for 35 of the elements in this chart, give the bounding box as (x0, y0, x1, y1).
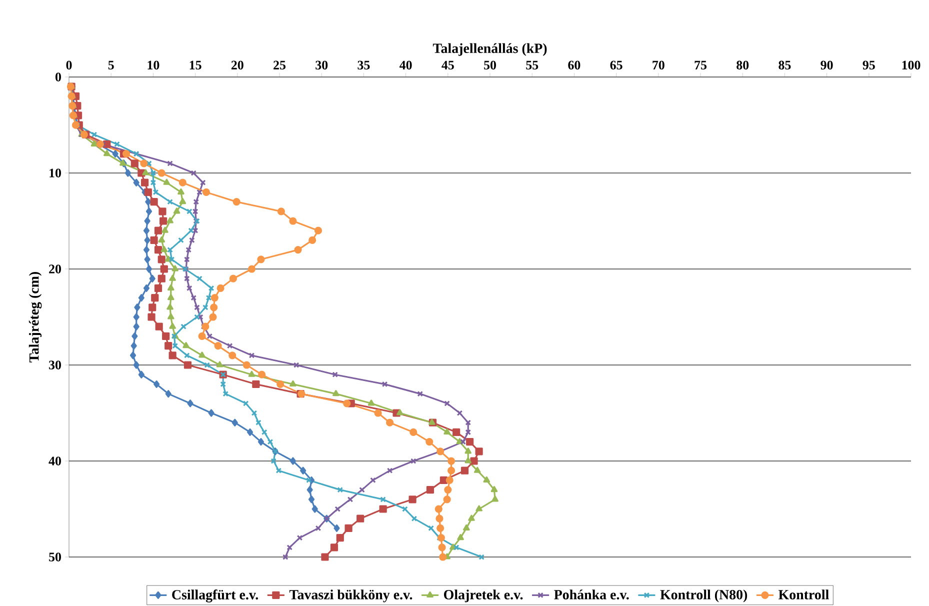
x-tick-label: 25 (274, 60, 286, 70)
x-tick-label: 35 (358, 60, 370, 70)
y-tick-label: 30 (49, 360, 61, 370)
x-tick-label: 70 (652, 60, 664, 70)
x-tick-label: 60 (568, 60, 580, 70)
legend-label: Csillagfürt e.v. (172, 589, 258, 602)
y-tick-label: 0 (56, 72, 61, 82)
x-tick-label: 10 (148, 60, 160, 70)
x-tick-label: 20 (231, 60, 244, 70)
x-tick-label: 85 (778, 60, 791, 70)
x-tick-label: 30 (316, 60, 328, 70)
x-tick-label: 65 (610, 60, 622, 70)
x-tick-label: 40 (400, 60, 412, 70)
y-tick-label: 50 (49, 552, 61, 562)
x-tick-label: 0 (66, 60, 72, 70)
legend-label: Kontroll (778, 590, 829, 600)
y-axis-title: Talajréteg (cm) (28, 272, 42, 362)
y-tick-label: 20 (49, 264, 61, 274)
x-tick-label: 80 (736, 60, 749, 70)
legend-label: Olajretek e.v. (444, 590, 523, 602)
x-tick-label: 5 (108, 60, 114, 70)
y-tick-label: 40 (48, 456, 61, 466)
x-tick-label: 55 (526, 60, 538, 70)
x-tick-label: 90 (820, 60, 833, 70)
x-tick-label: 50 (484, 60, 496, 70)
x-tick-label: 100 (902, 60, 920, 70)
x-tick-label: 45 (442, 60, 454, 70)
x-tick-label: 15 (190, 60, 202, 70)
legend-label: Pohánka e.v. (554, 590, 629, 600)
legend-label: Kontroll (N80) (660, 590, 748, 602)
x-tick-label: 75 (694, 60, 707, 70)
x-tick-label: 95 (862, 60, 875, 70)
x-axis-title: Talajellenállás (kP) (432, 43, 547, 56)
y-tick-label: 10 (50, 168, 61, 178)
legend-label: Tavaszi bükköny e.v. (289, 590, 412, 602)
